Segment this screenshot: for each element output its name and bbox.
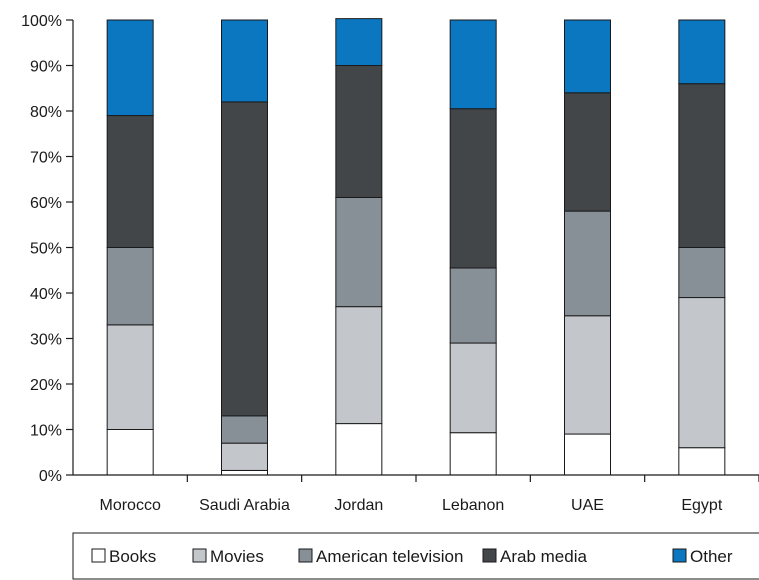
bar-segment-saudi-arabia-books: [221, 469, 268, 476]
x-tick-label-saudi-arabia: Saudi Arabia: [199, 497, 290, 514]
x-tick-label-egypt: Egypt: [681, 497, 722, 514]
bar-segment-lebanon-american-television: [449, 267, 497, 344]
bar-segment-jordan-movies: [335, 306, 383, 425]
y-tick-label: 50%: [30, 241, 62, 258]
x-tick-label-morocco: Morocco: [99, 497, 160, 514]
legend-label-arab-media: Arab media: [500, 547, 587, 566]
legend-swatch-other: [672, 548, 687, 563]
bar-segment-uae-books: [564, 433, 611, 476]
y-tick-label: 100%: [21, 13, 62, 30]
legend-swatch-arab-media: [482, 548, 497, 563]
bar-segment-saudi-arabia-movies: [221, 442, 268, 471]
bar-segment-uae-american-television: [564, 210, 611, 317]
y-tick-label: 10%: [30, 423, 62, 440]
y-tick-label: 60%: [30, 195, 62, 212]
bar-segment-lebanon-movies: [449, 342, 497, 434]
bars-group: [106, 18, 726, 476]
legend-label-american-television: American television: [316, 547, 463, 566]
y-tick-label: 40%: [30, 286, 62, 303]
bar-segment-egypt-books: [678, 447, 726, 476]
bar-segment-jordan-other: [335, 18, 383, 67]
y-tick-label: 30%: [30, 332, 62, 349]
bar-segment-uae-movies: [564, 315, 611, 435]
bar-segment-egypt-other: [678, 19, 726, 85]
bar-segment-morocco-books: [106, 429, 154, 476]
x-tick-label-lebanon: Lebanon: [442, 497, 504, 514]
legend-label-other: Other: [690, 547, 733, 566]
bar-segment-morocco-other: [106, 19, 154, 117]
bar-segment-jordan-american-television: [335, 196, 383, 308]
legend-frame: [72, 532, 759, 580]
bar-segment-uae-arab-media: [564, 92, 611, 212]
y-tick-label: 70%: [30, 150, 62, 167]
legend: Books Movies American television Arab media…: [72, 532, 759, 580]
bar-segment-morocco-american-television: [106, 247, 154, 326]
x-tick-label-jordan: Jordan: [334, 497, 383, 514]
legend-label-movies: Movies: [210, 547, 264, 566]
bar-segment-lebanon-arab-media: [449, 108, 497, 269]
legend-swatch-american-television: [298, 548, 313, 563]
legend-swatch-movies: [192, 548, 207, 563]
y-tick-label: 0%: [39, 468, 62, 485]
bar-segment-egypt-american-television: [678, 247, 726, 299]
bar-segment-saudi-arabia-other: [221, 19, 268, 103]
legend-swatch-books: [91, 548, 106, 563]
bar-segment-egypt-movies: [678, 297, 726, 449]
y-tick-label: 80%: [30, 104, 62, 121]
bar-segment-lebanon-books: [449, 432, 497, 476]
bar-segment-saudi-arabia-arab-media: [221, 101, 268, 417]
axes-group: 0% 10% 20% 30% 40% 50% 60% 70% 80% 90% 100% Morocco…: [21, 13, 759, 514]
bar-segment-jordan-books: [335, 423, 383, 476]
y-tick-label: 90%: [30, 59, 62, 76]
y-tick-label: 20%: [30, 377, 62, 394]
bar-segment-egypt-arab-media: [678, 83, 726, 248]
bar-segment-jordan-arab-media: [335, 65, 383, 198]
bar-segment-morocco-movies: [106, 324, 154, 431]
x-tick-label-uae: UAE: [571, 497, 604, 514]
bar-segment-morocco-arab-media: [106, 115, 154, 248]
legend-label-books: Books: [109, 547, 156, 566]
bar-segment-saudi-arabia-american-television: [221, 415, 268, 444]
bar-segment-lebanon-other: [449, 19, 497, 110]
bar-segment-uae-other: [564, 19, 611, 94]
